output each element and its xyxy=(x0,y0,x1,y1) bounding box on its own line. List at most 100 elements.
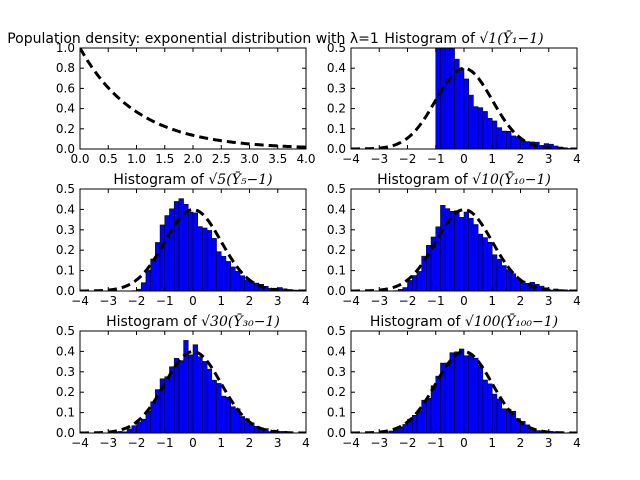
histogram-bar xyxy=(463,355,469,433)
x-tick-label: 0.0 xyxy=(70,152,89,166)
histogram-bar xyxy=(463,78,469,149)
y-tick-label: 0.1 xyxy=(327,122,346,136)
x-tick-label: 1 xyxy=(217,294,225,308)
y-tick-label: 0.1 xyxy=(327,264,346,278)
histogram-bar xyxy=(501,130,507,149)
subplot-4: −4 −3 −2 −1 0 1 2 3 4 0.0 0.1 0.2 0.3 0.4 0.5 Histogram… xyxy=(327,170,581,308)
histogram-bar xyxy=(440,48,446,149)
histogram-bar xyxy=(225,261,231,291)
subplot-title: Population density: exponential distribu… xyxy=(7,31,379,47)
histogram-bar xyxy=(430,385,436,433)
histogram-bar xyxy=(506,269,512,291)
histogram-bar xyxy=(173,201,180,291)
histogram-bar xyxy=(421,399,427,433)
subplot-1: 0.0 0.5 1.0 1.5 2.0 2.5 3.0 3.5 4.0 0.0 0.2 0.4 0.6 0… xyxy=(7,31,379,166)
histogram-bar xyxy=(496,258,502,291)
y-tick-label: 0.0 xyxy=(56,284,75,298)
x-tick-label: −3 xyxy=(99,294,117,308)
histogram-bar xyxy=(140,418,147,433)
histogram-bar xyxy=(416,271,422,291)
x-tick-label: 1 xyxy=(488,152,496,166)
y-tick-label: 0.5 xyxy=(327,182,346,196)
x-tick-label: −3 xyxy=(370,294,388,308)
subplot-5: −4 −3 −2 −1 0 1 2 3 4 0.0 0.1 0.2 0.3 0.4 0.5 Histogram… xyxy=(56,312,310,450)
y-tick-label: 0.3 xyxy=(327,223,346,237)
histogram-bar xyxy=(444,48,451,149)
y-tick-label: 0.3 xyxy=(327,81,346,95)
histogram-bar xyxy=(192,344,198,433)
x-tick-label: 0 xyxy=(189,436,197,450)
histogram-bar xyxy=(197,226,203,291)
histogram-bar xyxy=(411,275,418,291)
y-tick-label: 0.3 xyxy=(56,365,75,379)
histogram-bar xyxy=(482,237,488,291)
histogram-bar xyxy=(454,210,460,291)
y-tick-label: 0.3 xyxy=(327,365,346,379)
y-tick-label: 0.1 xyxy=(56,406,75,420)
y-tick-label: 0.2 xyxy=(327,102,346,116)
x-tick-label: 4 xyxy=(573,294,581,308)
y-tick-label: 0.5 xyxy=(327,41,346,55)
plot-area xyxy=(80,198,306,291)
histogram-bar xyxy=(487,118,493,149)
x-tick-label: −2 xyxy=(128,294,146,308)
histogram-bar xyxy=(468,354,474,433)
x-tick-label: −3 xyxy=(370,436,388,450)
histogram-bar xyxy=(169,208,175,291)
title-math: √10(Ȳ₁₀−1) xyxy=(472,170,551,188)
histogram-bar xyxy=(492,393,498,433)
y-tick-label: 0.1 xyxy=(56,264,75,278)
histogram-bar xyxy=(126,428,133,433)
histogram-bar xyxy=(473,106,479,149)
histogram-bar xyxy=(473,224,479,291)
x-tick-label: −3 xyxy=(370,152,388,166)
histogram-bar xyxy=(188,354,194,433)
y-tick-label: 0.0 xyxy=(327,284,346,298)
histogram-bar xyxy=(155,242,161,291)
subplot-2: −4 −3 −2 −1 0 1 2 3 4 0.0 0.1 0.2 0.3 0.4 0.5 Histogram… xyxy=(327,29,581,166)
x-tick-label: 1.0 xyxy=(127,152,146,166)
y-tick-label: 1.0 xyxy=(56,41,75,55)
y-tick-label: 0.1 xyxy=(327,406,346,420)
y-tick-label: 0.5 xyxy=(56,324,75,338)
y-tick-label: 0.4 xyxy=(327,61,346,75)
histogram-bar xyxy=(468,217,474,291)
y-tick-label: 0.4 xyxy=(56,202,75,216)
y-tick-label: 0.2 xyxy=(327,385,346,399)
title-math: √1(Ȳ₁−1) xyxy=(479,29,543,47)
y-tick-label: 0.4 xyxy=(56,102,75,116)
title-math: √100(Ȳ₁₀₀−1) xyxy=(465,312,558,330)
title-math: √30(Ȳ₃₀−1) xyxy=(201,312,280,330)
y-tick-label: 0.2 xyxy=(327,243,346,257)
y-tick-label: 0.5 xyxy=(56,182,75,196)
histogram-bar xyxy=(150,401,156,433)
x-tick-label: −4 xyxy=(71,436,89,450)
histogram-bar xyxy=(444,362,451,433)
histogram-bar xyxy=(506,130,512,149)
histogram-bar xyxy=(459,348,465,433)
x-tick-label: −1 xyxy=(156,436,174,450)
x-tick-label: 0 xyxy=(189,294,197,308)
histogram-bar xyxy=(216,383,222,433)
title-prefix: Histogram of xyxy=(106,314,201,330)
histogram-bar xyxy=(449,352,455,433)
histogram-bar xyxy=(411,415,418,433)
histogram-bar xyxy=(501,408,507,433)
x-tick-label: 4.0 xyxy=(296,152,315,166)
histogram-bar xyxy=(449,210,455,291)
x-tick-label: −4 xyxy=(342,152,360,166)
y-tick-label: 0.0 xyxy=(56,426,75,440)
histogram-bar xyxy=(192,212,198,291)
x-tick-label: −1 xyxy=(156,294,174,308)
x-tick-label: 4 xyxy=(302,294,310,308)
histogram-bar xyxy=(140,282,147,291)
histogram-bar xyxy=(477,107,484,149)
histogram-bar xyxy=(510,273,517,291)
x-tick-label: 0 xyxy=(460,436,468,450)
x-tick-label: 2 xyxy=(517,294,525,308)
histogram-bar xyxy=(221,395,227,433)
x-tick-label: −1 xyxy=(427,152,445,166)
histogram-bar xyxy=(197,356,203,433)
y-tick-label: 0.2 xyxy=(56,243,75,257)
